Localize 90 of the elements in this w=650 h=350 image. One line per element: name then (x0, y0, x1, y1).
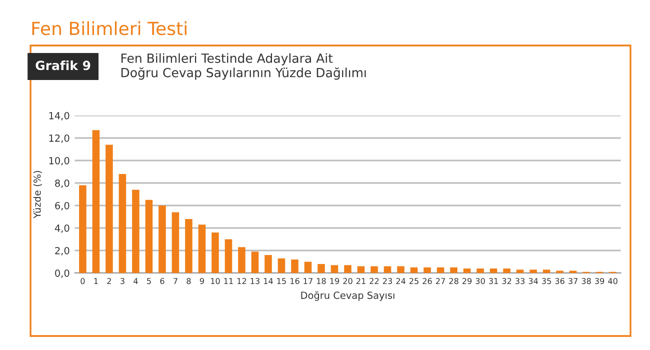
x-tick-label: 0 (80, 278, 85, 284)
y-tick-label: 2,0 (55, 246, 70, 256)
x-tick-label: 31 (489, 278, 498, 284)
x-tick-label: 9 (200, 278, 204, 284)
bar (384, 266, 392, 273)
bar (490, 268, 498, 273)
bar (185, 219, 192, 273)
bar (530, 270, 537, 273)
bar (291, 260, 298, 273)
x-tick-label: 23 (382, 278, 392, 284)
bar (450, 267, 458, 273)
bar (424, 267, 431, 273)
bar (542, 270, 550, 273)
bar (132, 190, 140, 273)
bar (397, 266, 404, 273)
bar (436, 267, 444, 273)
x-tick-label: 40 (608, 278, 618, 284)
bar (410, 267, 418, 273)
bar (172, 212, 180, 273)
x-tick-label: 39 (595, 278, 604, 284)
y-tick-label: 6,0 (55, 202, 70, 210)
x-tick-label: 29 (462, 278, 472, 284)
bar (278, 258, 286, 273)
x-tick-label: 26 (422, 278, 432, 284)
x-tick-label: 36 (555, 278, 564, 284)
y-tick-label: 4,0 (54, 224, 70, 233)
bar (251, 252, 259, 273)
y-tick-label: 12,0 (49, 134, 70, 143)
y-axis-title: Yüzde (%) (33, 171, 42, 218)
x-tick-label: 10 (210, 278, 220, 284)
x-tick-label: 1 (94, 278, 98, 284)
x-tick-label: 21 (356, 278, 366, 284)
x-tick-label: 16 (290, 278, 300, 284)
x-tick-label: 14 (264, 278, 273, 284)
x-tick-label: 19 (330, 278, 340, 284)
bar (516, 270, 524, 273)
bar (264, 255, 272, 273)
text: Grafik 9 (36, 60, 90, 70)
x-tick-label: 8 (186, 278, 191, 284)
x-tick-label: 32 (502, 278, 512, 284)
bar (92, 130, 100, 273)
bar (106, 144, 113, 273)
x-tick-label: 2 (107, 278, 111, 284)
bar (212, 232, 219, 273)
x-tick-label: 37 (568, 278, 578, 284)
bar (503, 268, 510, 273)
x-tick-label: 5 (147, 278, 151, 284)
bar (476, 268, 484, 273)
x-tick-label: 4 (134, 278, 138, 284)
x-tick-label: 7 (174, 278, 178, 284)
x-tick-label: 30 (476, 278, 485, 284)
bar (145, 200, 153, 273)
chart-title: Fen Bilimleri Testinde Adaylara Ait Doğru Cevap Sayılarının Yüzde Dağılımı (121, 53, 366, 80)
bar (304, 262, 312, 273)
bar (158, 206, 166, 273)
y-tick-label: 14,0 (49, 112, 70, 120)
x-tick-label: 22 (370, 278, 379, 284)
y-tick-label: 8,0 (55, 179, 70, 188)
x-tick-label: 25 (409, 278, 418, 284)
bar (79, 185, 86, 273)
x-tick-label: 33 (516, 278, 525, 284)
x-tick-label: 15 (277, 278, 286, 284)
text: Fen Bilimleri Testi (32, 21, 186, 36)
bar (318, 264, 325, 273)
x-tick-label: 35 (542, 278, 551, 284)
bar (370, 266, 378, 273)
bar (224, 239, 232, 273)
bar (118, 174, 126, 273)
y-tick-label: 0,0 (55, 269, 70, 278)
bar (238, 247, 246, 273)
bar (463, 268, 471, 273)
bar (330, 265, 338, 273)
x-axis-title: Doğru Cevap Sayısı (301, 291, 394, 301)
bar (357, 266, 365, 273)
x-tick-label: 12 (237, 278, 246, 284)
x-tick-label: 28 (449, 278, 458, 284)
x-tick-label: 11 (224, 278, 233, 284)
y-tick-label: 10,0 (49, 156, 70, 166)
x-tick-label: 38 (582, 278, 591, 284)
x-tick-label: 34 (528, 278, 538, 284)
bar (198, 224, 206, 273)
x-tick-label: 6 (160, 278, 164, 284)
x-tick-label: 13 (250, 278, 260, 284)
bar (344, 265, 352, 273)
x-tick-label: 18 (317, 278, 326, 284)
x-tick-label: 3 (120, 278, 124, 284)
x-tick-label: 24 (396, 278, 406, 284)
x-tick-label: 27 (436, 278, 445, 284)
x-tick-label: 20 (343, 278, 352, 284)
x-tick-label: 17 (304, 278, 312, 284)
